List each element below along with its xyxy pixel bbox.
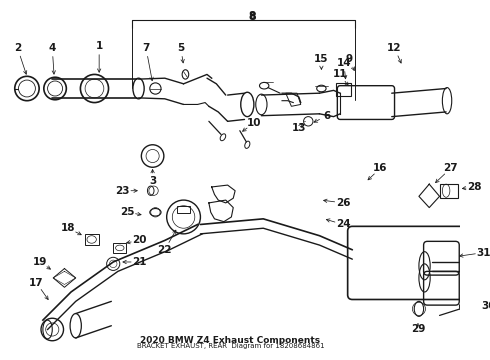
Text: 7: 7	[143, 43, 150, 53]
Text: 10: 10	[246, 118, 261, 128]
Bar	[113, 243, 126, 253]
Text: 8: 8	[248, 11, 256, 21]
Text: 1: 1	[96, 41, 103, 51]
Text: 14: 14	[337, 58, 351, 68]
Text: 31: 31	[476, 248, 490, 258]
Text: 24: 24	[336, 220, 350, 229]
Text: 27: 27	[443, 163, 458, 173]
Bar	[85, 234, 99, 245]
Text: 13: 13	[292, 123, 306, 133]
Text: 15: 15	[314, 54, 329, 64]
Text: 6: 6	[323, 111, 331, 121]
Text: 19: 19	[33, 257, 47, 267]
Text: 25: 25	[120, 207, 135, 217]
Text: 30: 30	[481, 301, 490, 311]
Bar	[337, 83, 351, 96]
Text: 9: 9	[346, 54, 353, 64]
Text: 5: 5	[177, 43, 184, 53]
Text: 18: 18	[61, 223, 75, 233]
Bar	[177, 206, 190, 213]
Text: BRACKET EXHAUST, REAR  Diagram for 18208684861: BRACKET EXHAUST, REAR Diagram for 182086…	[137, 343, 324, 349]
Text: 8: 8	[248, 12, 256, 22]
Text: 29: 29	[411, 324, 425, 334]
Text: 4: 4	[49, 43, 56, 53]
Text: 26: 26	[336, 198, 350, 208]
Text: 22: 22	[158, 245, 172, 255]
Text: 16: 16	[373, 163, 388, 173]
Text: 20: 20	[132, 235, 147, 246]
Text: 2020 BMW Z4 Exhaust Components: 2020 BMW Z4 Exhaust Components	[140, 336, 320, 345]
Text: 3: 3	[149, 176, 156, 186]
Text: 21: 21	[132, 257, 147, 267]
Text: 17: 17	[29, 278, 44, 288]
Text: 11: 11	[333, 69, 347, 80]
Text: 2: 2	[14, 43, 21, 53]
Text: 28: 28	[467, 182, 482, 192]
Text: 23: 23	[115, 186, 130, 196]
Bar	[440, 184, 458, 198]
Text: 12: 12	[387, 43, 402, 53]
